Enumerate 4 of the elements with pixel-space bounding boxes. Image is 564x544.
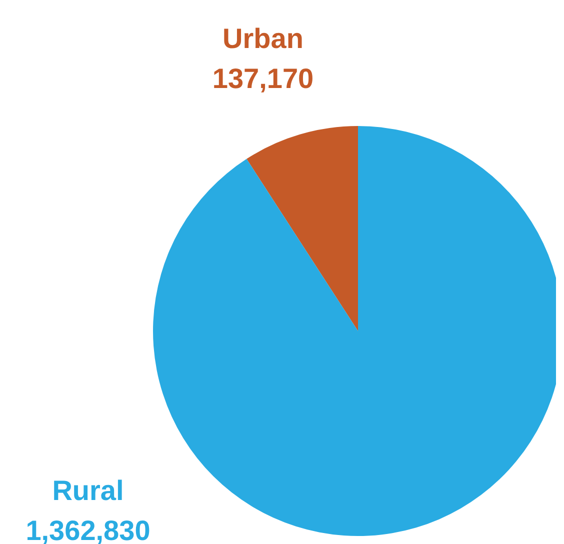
- slice-label: Urban: [222, 23, 304, 54]
- data-label: 137,170: [212, 63, 314, 94]
- data-label: 1,362,830: [26, 515, 150, 544]
- slice-label: Rural: [52, 475, 124, 506]
